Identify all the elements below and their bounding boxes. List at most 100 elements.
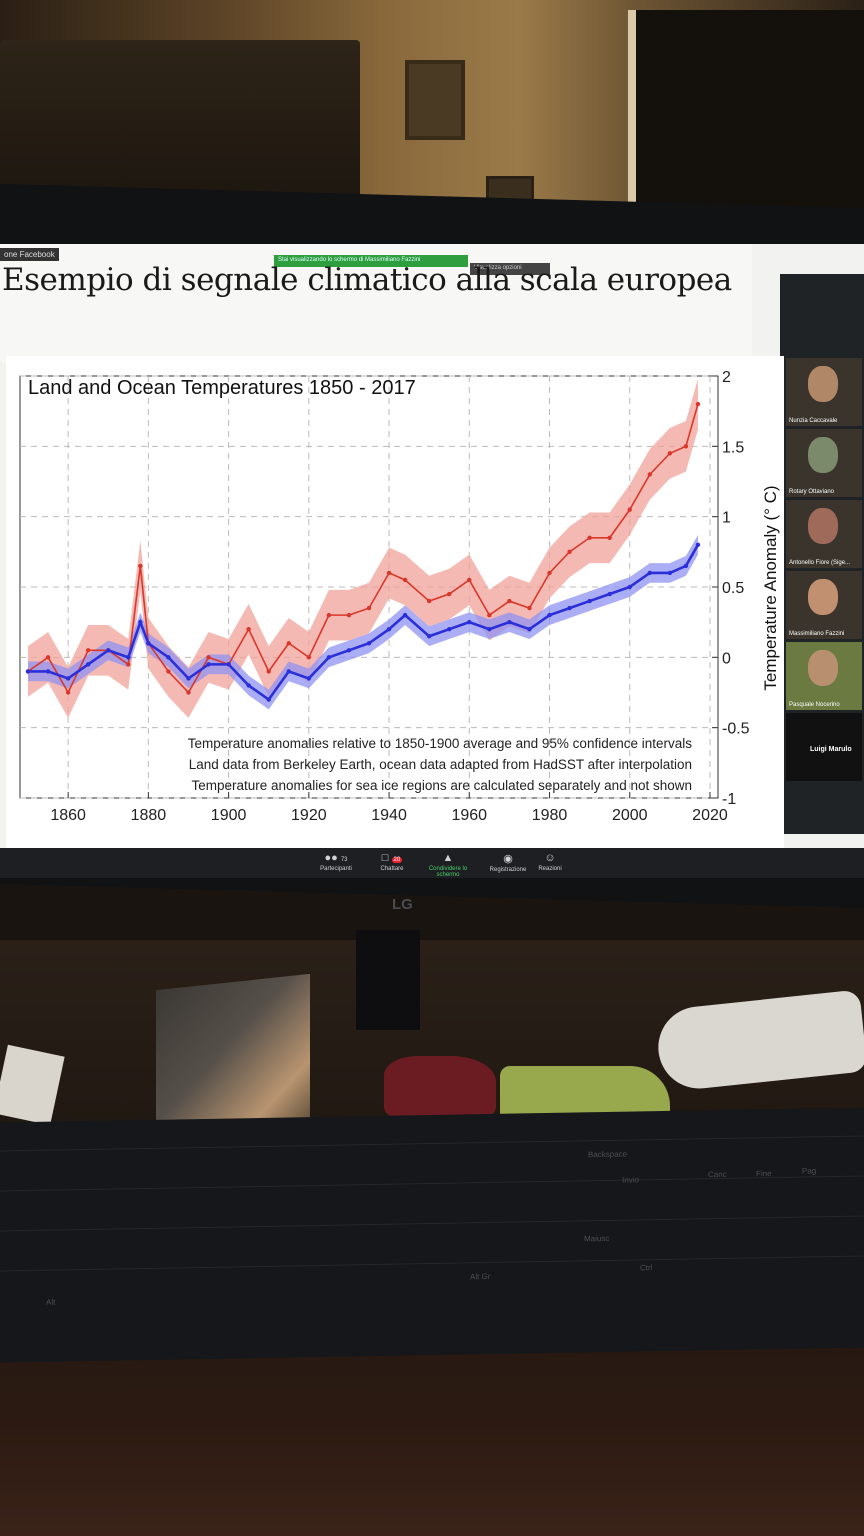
participant-face — [808, 508, 838, 544]
data-point-land — [85, 648, 91, 653]
data-point-ocean — [386, 627, 392, 632]
data-point-land — [647, 472, 653, 477]
y-tick-label: 0 — [722, 650, 731, 667]
y-axis-label: Temperature Anomaly (° C) — [761, 485, 780, 690]
data-point-land — [306, 655, 312, 660]
data-point-land — [426, 598, 432, 604]
data-point-land — [607, 535, 612, 540]
chat-badge: 20 — [391, 857, 403, 863]
y-tick-label: 2 — [722, 369, 731, 386]
participant-tile[interactable]: Antonello Fiore (Sige... — [786, 500, 862, 568]
temperature-chart: 1860 1880 1900 1920 1940 1960 1980 2000 2020 2 1.… — [19, 369, 780, 824]
data-point-land — [126, 662, 131, 667]
bookshelf — [0, 40, 360, 210]
data-point-ocean — [286, 669, 291, 674]
data-point-ocean — [146, 641, 151, 646]
red-object — [384, 1056, 496, 1120]
key-label: Backspace — [588, 1149, 628, 1160]
key-row-divider — [0, 1255, 864, 1272]
data-point-ocean — [166, 655, 171, 660]
data-point-ocean — [683, 563, 689, 569]
data-point-land — [386, 570, 392, 576]
chart-note: Land data from Berkeley Earth, ocean dat… — [189, 757, 692, 772]
data-point-land — [507, 598, 512, 604]
key-label: Invio — [622, 1175, 639, 1185]
key-label: Ctrl — [640, 1263, 653, 1273]
data-point-ocean — [527, 627, 532, 632]
key-label: Maiusc — [584, 1233, 610, 1244]
x-tick-label: 1940 — [371, 807, 407, 824]
participant-name: Massimiliano Fazzini — [789, 631, 845, 637]
data-point-land — [695, 401, 701, 407]
data-point-ocean — [587, 598, 592, 604]
x-tick-label: 2000 — [612, 807, 648, 824]
participant-name: Pasquale Nocerino — [789, 702, 840, 708]
y-tick-label: 1.5 — [722, 439, 744, 456]
data-point-ocean — [326, 655, 332, 660]
key-row-divider — [0, 1215, 864, 1232]
participant-tile[interactable]: Nunzia Caccavale — [786, 358, 862, 426]
data-point-land — [266, 669, 271, 674]
participants-button[interactable]: ●● 73 Partecipanti — [306, 852, 366, 872]
participants-count: 73 — [340, 857, 348, 863]
x-tick-label: 1880 — [131, 807, 167, 824]
share-screen-icon: ▲ — [442, 852, 454, 864]
participant-face — [808, 579, 838, 615]
participant-face — [808, 650, 838, 686]
data-point-ocean — [206, 662, 211, 667]
data-point-ocean — [246, 683, 251, 688]
record-label: Registrazione — [489, 867, 527, 873]
key-row-divider — [0, 1175, 864, 1192]
data-point-land — [346, 612, 352, 618]
data-point-land — [447, 591, 452, 597]
participant-name: Rotary Ottaviano — [789, 489, 835, 495]
key-label: Pag — [802, 1166, 817, 1176]
chat-label: Chattare — [380, 866, 404, 872]
data-point-ocean — [607, 591, 612, 597]
data-point-land — [667, 451, 673, 456]
series-line-ocean — [28, 544, 700, 702]
meeting-toolbar — [0, 848, 864, 878]
key-label: Alt Gr — [470, 1271, 491, 1282]
reactions-button[interactable]: ☺ Reazioni — [520, 852, 580, 872]
data-point-ocean — [126, 655, 131, 660]
share-banner[interactable]: Stai visualizzando lo schermo di Massimi… — [274, 255, 468, 267]
reactions-label: Reazioni — [538, 866, 562, 872]
data-point-ocean — [567, 605, 572, 611]
data-point-land — [487, 612, 492, 618]
data-point-land — [186, 690, 191, 695]
data-point-ocean — [426, 634, 432, 639]
record-button[interactable]: ◉ Registrazione — [478, 852, 538, 873]
reactions-icon: ☺ — [544, 852, 556, 864]
picture-frame — [405, 60, 465, 140]
y-tick-label: -1 — [722, 791, 736, 808]
data-point-ocean — [226, 662, 231, 667]
y-tick-label: 1 — [722, 510, 731, 527]
glass-cube — [156, 973, 310, 1137]
data-point-ocean — [186, 676, 191, 681]
x-tick-label: 1920 — [291, 807, 327, 824]
x-tick-label: 1900 — [211, 807, 247, 824]
chat-button[interactable]: □ 20 Chattare — [362, 852, 422, 872]
participants-label: Partecipanti — [320, 866, 352, 872]
participant-tile[interactable]: Massimiliano Fazzini — [786, 571, 862, 639]
confidence-band-ocean — [28, 534, 698, 710]
chart-note: Temperature anomalies relative to 1850-1… — [188, 736, 693, 751]
share-screen-label: Condividere lo schermo — [428, 866, 468, 878]
data-point-land — [467, 577, 472, 583]
participant-tile[interactable]: Rotary Ottaviano — [786, 429, 862, 497]
view-options-button[interactable]: Visualizza opzioni — [470, 263, 550, 275]
participant-name: Nunzia Caccavale — [789, 418, 838, 424]
key-label: Alt — [46, 1297, 56, 1307]
data-point-land — [527, 605, 532, 611]
participant-tile[interactable]: Luigi Marulo — [786, 713, 862, 781]
participant-name: Antonello Fiore (Sige... — [789, 560, 851, 566]
participant-name: Luigi Marulo — [810, 746, 852, 753]
chat-icon: □ 20 — [381, 852, 403, 864]
data-point-land — [627, 507, 632, 512]
keyboard: Backspace Invio Maiusc Canc Fine Pag Alt… — [0, 1107, 864, 1363]
share-screen-button[interactable]: ▲ Condividere lo schermo — [418, 852, 478, 878]
series-line-land — [27, 403, 699, 695]
participant-tile[interactable]: Pasquale Nocerino — [786, 642, 862, 710]
data-point-ocean — [366, 641, 372, 646]
